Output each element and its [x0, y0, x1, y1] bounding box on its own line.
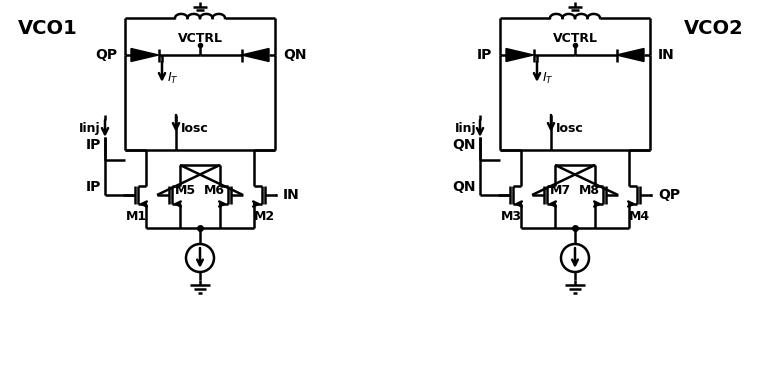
Polygon shape: [242, 49, 269, 61]
Text: IP: IP: [476, 48, 492, 62]
Text: QP: QP: [658, 188, 680, 202]
Text: IP: IP: [85, 180, 101, 194]
Text: VCO2: VCO2: [684, 19, 744, 38]
Text: VCTRL: VCTRL: [552, 31, 597, 44]
Text: VCTRL: VCTRL: [178, 31, 223, 44]
Text: $I_T$: $I_T$: [167, 70, 178, 86]
Polygon shape: [131, 49, 158, 61]
Text: Iosc: Iosc: [181, 122, 209, 136]
Text: M5: M5: [175, 185, 196, 197]
Text: QP: QP: [95, 48, 117, 62]
Text: QN: QN: [453, 138, 476, 152]
Text: QN: QN: [283, 48, 306, 62]
Text: Iinj: Iinj: [454, 122, 476, 135]
Text: M7: M7: [550, 185, 572, 197]
Text: M8: M8: [579, 185, 600, 197]
Text: QN: QN: [453, 180, 476, 194]
Text: IN: IN: [658, 48, 674, 62]
Text: Iinj: Iinj: [79, 122, 101, 135]
Text: VCO1: VCO1: [18, 19, 78, 38]
Polygon shape: [616, 49, 644, 61]
Polygon shape: [506, 49, 533, 61]
Text: M3: M3: [501, 210, 521, 224]
Text: M6: M6: [204, 185, 225, 197]
Text: M1: M1: [126, 210, 146, 224]
Text: Iosc: Iosc: [556, 122, 584, 136]
Text: M2: M2: [254, 210, 274, 224]
Text: IN: IN: [283, 188, 299, 202]
Text: IP: IP: [85, 138, 101, 152]
Text: $I_T$: $I_T$: [542, 70, 554, 86]
Text: M4: M4: [629, 210, 649, 224]
